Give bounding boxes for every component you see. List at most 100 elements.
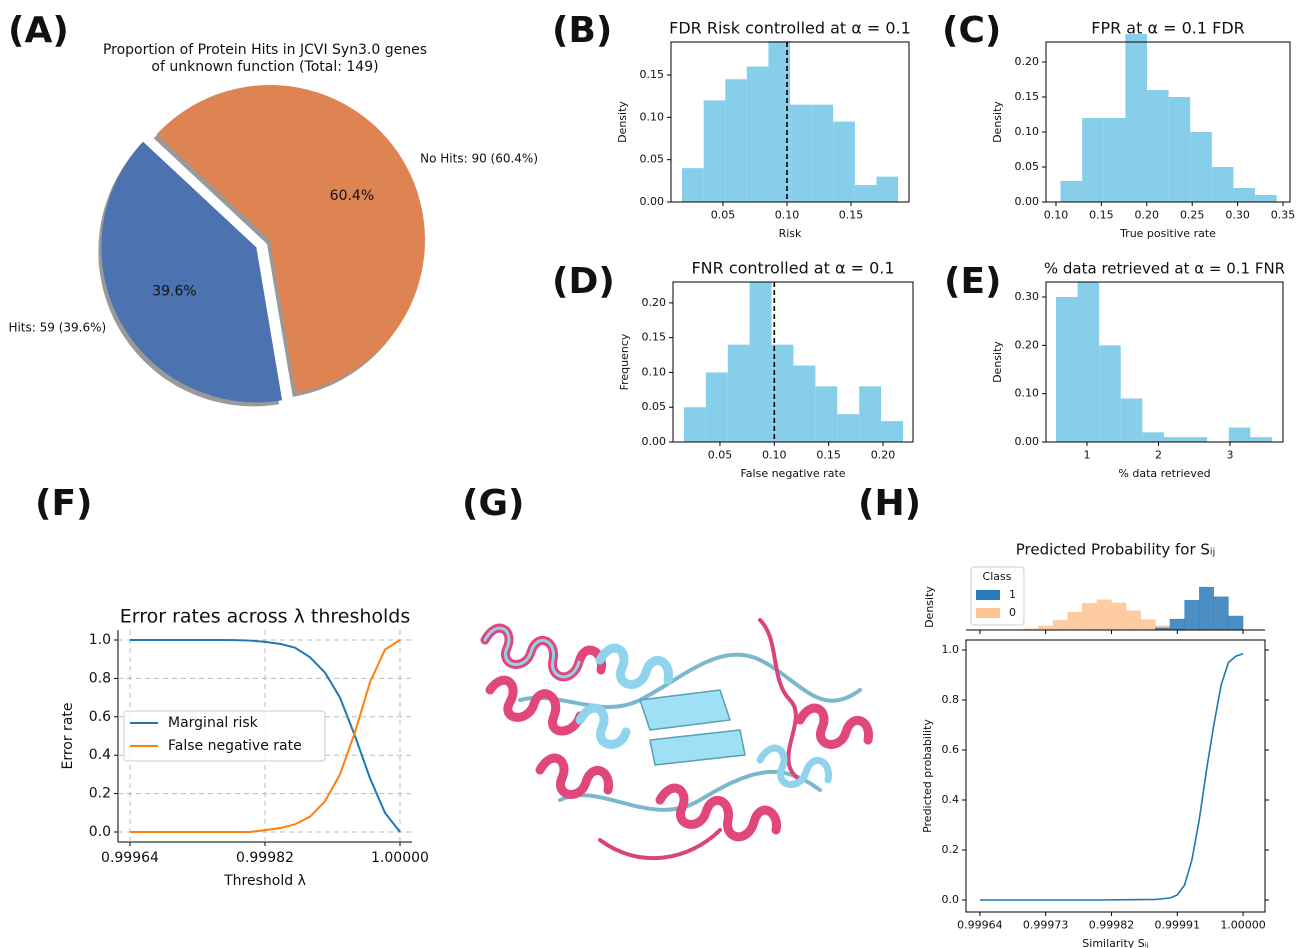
x-tick-label: 1.00000 [371,850,429,866]
y-tick-label: 0.4 [89,747,111,763]
hist-bar [1233,188,1255,202]
hist-bar [1125,34,1147,202]
y-tick-label: 0.8 [942,693,960,706]
legend-label: 1 [1009,588,1016,601]
y-axis-label: Frequency [618,333,631,390]
hist-bar [725,79,747,202]
chart-title: of unknown function (Total: 149) [151,59,378,75]
x-tick-label: 1 [1083,449,1090,462]
x-tick-label: 0.30 [1225,209,1250,222]
x-tick-label: 0.05 [711,209,736,222]
hist-bar [1121,398,1143,442]
hist-bar [881,421,903,442]
x-tick-label: 0.15 [839,209,864,222]
y-tick-label: 0.20 [642,296,667,309]
slice-label: No Hits: 90 (60.4%) [420,152,538,166]
hist-bar [1147,90,1169,202]
hist-bar [682,168,704,202]
legend-swatch [976,608,1000,618]
x-tick-label: 0.15 [816,449,841,462]
y-tick-label: 0.00 [1015,195,1040,208]
legend-swatch [976,590,1000,600]
y-tick-label: 0.2 [942,843,960,856]
marginal-bar [1097,600,1112,630]
legend-label: Marginal risk [168,715,259,731]
y-axis-label: Density [991,101,1004,143]
hist-bar [1229,427,1251,442]
hist-bar [1056,297,1078,442]
page: (A)Proportion of Protein Hits in JCVI Sy… [0,0,1307,948]
hist-bar [728,345,750,442]
x-tick-label: 0.99973 [1023,919,1069,932]
x-tick-label: 0.99982 [1089,919,1135,932]
y-tick-label: 0.05 [640,153,665,166]
hist-bar [1061,181,1083,202]
marginal-y-label: Density [923,586,936,628]
chart-title: FPR at α = 0.1 FDR [1091,19,1245,38]
hist-bar [790,105,812,202]
panel-label: (B) [552,10,612,51]
hist-bar [1078,282,1100,442]
y-tick-label: 0.30 [1015,290,1040,303]
hist-bar [1186,437,1208,442]
hist-bar [793,365,815,442]
marginal-bar [1199,587,1214,630]
x-tick-label: 1.00000 [1220,919,1266,932]
hist-bar [855,185,877,202]
y-tick-label: 0.10 [1015,387,1040,400]
x-tick-label: 0.10 [762,449,787,462]
y-tick-label: 0.4 [942,793,960,806]
hist-bar [859,386,881,442]
y-tick-label: 0.15 [640,68,665,81]
x-axis-label: True positive rate [1119,227,1216,240]
hist-bar [1104,118,1126,202]
y-tick-label: 1.0 [942,643,960,656]
value-label: 39.6% [152,283,196,299]
y-tick-label: 0.10 [1015,125,1040,138]
panel-label: (H) [858,483,921,524]
hist-bar [1082,118,1104,202]
value-label: 60.4% [330,188,374,204]
panel-label: (A) [8,10,69,51]
legend-label: False negative rate [168,738,302,754]
panel-label: (E) [944,261,1002,302]
x-tick-label: 0.99991 [1155,919,1201,932]
y-tick-label: 0.20 [1015,338,1040,351]
y-axis-label: Density [991,341,1004,383]
x-tick-label: 0.99982 [236,850,294,866]
hist-bar [747,67,769,202]
marginal-bar [1111,603,1126,630]
panel-label: (D) [552,261,615,302]
hist-bar [706,372,728,442]
y-tick-label: 0.0 [89,824,111,840]
marginal-bar [1053,620,1068,630]
hist-bar [1250,437,1272,442]
marginal-bar [1228,616,1243,630]
hist-bar [1099,345,1121,442]
legend-label: 0 [1009,606,1016,619]
x-tick-label: 0.25 [1180,209,1205,222]
chart-title: FDR Risk controlled at α = 0.1 [669,19,911,38]
y-tick-label: 0.6 [942,743,960,756]
hist-bar [768,41,790,202]
chart-title: % data retrieved at α = 0.1 FNR [1044,260,1285,278]
hist-bar [812,105,834,202]
x-tick-label: 2 [1155,449,1162,462]
x-tick-label: 0.99964 [101,850,159,866]
hist-bar [684,407,706,442]
y-tick-label: 0.6 [89,709,111,725]
marginal-bar [1126,611,1141,630]
panel-label: (G) [462,483,524,524]
x-axis-label: Threshold λ [223,873,306,889]
y-tick-label: 0.05 [642,400,667,413]
y-tick-label: 0.10 [642,365,667,378]
marginal-bar [1068,612,1083,630]
y-tick-label: 1.0 [89,632,111,648]
hist-bar [833,122,855,202]
hist-bar [1255,195,1277,202]
panel-label: (F) [35,483,93,524]
y-axis-label: Error rate [60,702,76,769]
hist-bar [1190,132,1212,202]
x-tick-label: 0.10 [1044,209,1069,222]
y-tick-label: 0.20 [1015,55,1040,68]
